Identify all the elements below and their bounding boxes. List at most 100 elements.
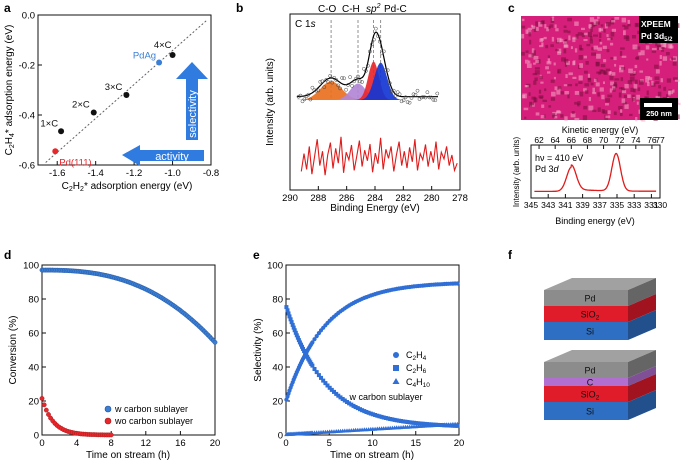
xpeem-pixel	[610, 57, 614, 60]
legend-label-c2h4: C2H4	[406, 350, 427, 362]
xpeem-pixel	[669, 45, 674, 49]
c2h6-point	[334, 391, 339, 396]
panel-e-y-label: Selectivity (%)	[253, 318, 264, 381]
c2h6-point	[351, 403, 356, 408]
x-tick-label: -1.6	[49, 168, 65, 179]
xpeem-pixel	[546, 61, 552, 65]
layer-side	[628, 374, 656, 402]
c2h6-point	[392, 417, 397, 422]
panel-b-content: 290 288 286 284 282 280 278	[282, 20, 468, 204]
xpeem-pixel	[600, 64, 606, 68]
xpeem-pixel	[606, 49, 610, 53]
xpeem-pixel	[619, 51, 623, 56]
x-tick-label: 0	[39, 438, 44, 449]
xpeem-pixel	[531, 53, 534, 58]
xpeem-pixel	[540, 38, 544, 41]
panel-letter-a: a	[4, 1, 11, 15]
panel-a-x-label: C2H2* adsorption energy (eV)	[62, 181, 193, 193]
pd3d-label: Pd 3d	[535, 164, 560, 174]
xpeem-pixel	[623, 30, 626, 36]
xpeem-pixel	[570, 113, 576, 118]
x-tick-label: 16	[175, 438, 186, 449]
xpeem-pixel	[666, 52, 670, 56]
x-tick-label: 10	[367, 438, 378, 449]
layer-label: SiO2	[581, 390, 600, 402]
xpeem-pixel	[591, 47, 594, 51]
xpeem-pixel	[674, 79, 680, 82]
xpeem-pixel	[596, 53, 601, 59]
xpeem-pixel	[538, 21, 543, 27]
c2h6-point	[332, 389, 336, 394]
xpeem-pixel	[612, 88, 616, 92]
xpeem-pixel	[533, 62, 536, 65]
xpeem-pixel	[608, 71, 611, 76]
raw-data-point	[312, 88, 317, 92]
xpeem-pixel	[593, 78, 597, 83]
xpeem-pixel	[635, 117, 638, 122]
raw-data-point	[425, 90, 430, 95]
x-tick-label: 284	[367, 193, 383, 204]
xpeem-pixel	[611, 72, 616, 76]
xpeem-pixel	[632, 94, 635, 98]
xpeem-pixel	[592, 87, 596, 93]
layer-side	[628, 278, 656, 306]
c2h6-point	[349, 402, 354, 407]
c2h6-point	[299, 342, 303, 347]
y-tick-label: 60	[272, 329, 283, 340]
xpeem-pixel	[666, 94, 669, 99]
xpeem-pixel	[551, 36, 555, 42]
raw-data-point	[344, 87, 348, 92]
activity-arrow: activity	[122, 145, 204, 166]
raw-data-point	[308, 97, 313, 102]
xpeem-pixel	[651, 80, 654, 86]
layer-side	[628, 310, 656, 340]
xpeem-pixel	[635, 23, 638, 27]
c2h6-point	[373, 413, 378, 417]
xpeem-pixel	[637, 87, 641, 92]
top-tick-label: 70	[599, 135, 609, 145]
panel-letter-f: f	[508, 248, 513, 262]
raw-data-point	[362, 66, 366, 71]
c2h6-point	[412, 420, 416, 425]
raw-data-point	[413, 92, 418, 97]
xpeem-pixel	[601, 94, 605, 100]
c2h4-point	[314, 334, 319, 339]
xpeem-pixel	[548, 105, 552, 108]
panel-e: 0 5 10 15 20 0 20 40 60 80 100 C2H4 C2H6 C4H10 w c…	[253, 261, 464, 462]
x-tick-label: 280	[424, 193, 440, 204]
raw-data-point	[391, 88, 396, 93]
y-tick-label: -0.2	[19, 61, 35, 72]
xpeem-pixel	[609, 88, 612, 93]
raw-data-point	[383, 68, 388, 72]
xpeem-pixel	[572, 76, 577, 79]
x-tick-label: 282	[395, 193, 411, 204]
xpeem-pixel	[619, 67, 624, 73]
raw-data-point	[350, 83, 354, 88]
xpeem-pixel	[600, 24, 604, 27]
xpeem-pixel	[633, 88, 636, 93]
x-tick-label: 290	[282, 193, 298, 204]
xpeem-pixel	[554, 24, 557, 28]
panel-a-frame	[37, 14, 212, 166]
xpeem-pixel	[629, 77, 635, 82]
point-label: 4×C	[154, 40, 172, 51]
c1s-label: C 1s	[295, 19, 316, 30]
point-label: 3×C	[105, 82, 123, 93]
xpeem-pixel	[632, 44, 638, 50]
raw-data-point	[354, 76, 358, 81]
xpeem-pixel	[646, 58, 649, 61]
xpeem-pixel	[551, 91, 556, 97]
xpeem-label-box	[639, 16, 678, 43]
xpeem-pixel	[575, 83, 578, 87]
xpeem-pixel	[603, 59, 607, 63]
xpeem-pixel	[583, 88, 587, 92]
xpeem-pixel	[645, 77, 650, 83]
xpeem-pixel	[592, 109, 597, 113]
xpeem-pixel	[657, 91, 662, 97]
c2h4-point	[455, 281, 460, 286]
xpeem-pixel	[533, 97, 536, 103]
panel-d-y-label: Conversion (%)	[8, 316, 19, 385]
raw-data-point	[427, 95, 432, 100]
xpeem-pixel	[583, 55, 588, 59]
